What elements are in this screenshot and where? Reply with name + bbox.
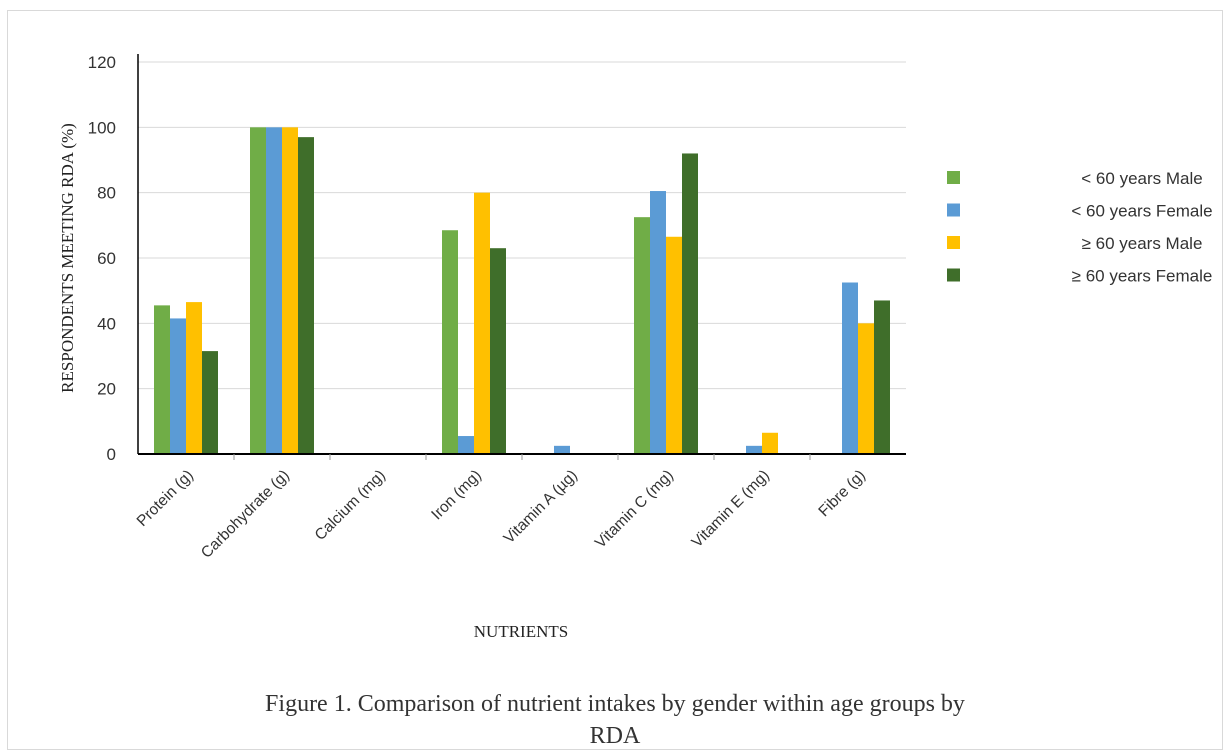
bar bbox=[474, 192, 490, 454]
bar bbox=[170, 318, 186, 454]
legend-label: < 60 years Male bbox=[1081, 169, 1202, 188]
bar bbox=[442, 230, 458, 454]
bar bbox=[298, 137, 314, 454]
bar bbox=[154, 305, 170, 454]
bars bbox=[154, 127, 890, 455]
bar bbox=[842, 282, 858, 454]
x-tick-labels: Protein (g) Carbohydrate (g) Calcium (mg) I… bbox=[134, 467, 869, 562]
bar bbox=[490, 248, 506, 454]
bar bbox=[250, 127, 266, 454]
bar bbox=[634, 217, 650, 454]
legend-swatch bbox=[947, 236, 960, 249]
bar bbox=[458, 436, 474, 454]
legend-label: ≥ 60 years Female bbox=[1072, 267, 1213, 286]
x-tick-label: Vitamin C (mg) bbox=[592, 467, 677, 552]
y-tick-label: 60 bbox=[97, 249, 116, 268]
y-tick-label: 40 bbox=[97, 314, 116, 333]
y-tick-label: 0 bbox=[107, 445, 116, 464]
legend-label: < 60 years Female bbox=[1071, 202, 1212, 221]
bar bbox=[282, 127, 298, 454]
x-axis-title: NUTRIENTS bbox=[474, 622, 568, 641]
x-tick-label: Iron (mg) bbox=[428, 467, 484, 523]
axes bbox=[137, 54, 906, 460]
bar bbox=[762, 432, 778, 454]
bar bbox=[186, 302, 202, 454]
y-tick-labels: 0 20 40 60 80 100 120 bbox=[88, 53, 116, 464]
y-tick-label: 120 bbox=[88, 53, 116, 72]
legend-swatch bbox=[947, 268, 960, 282]
bar bbox=[266, 127, 282, 454]
legend: < 60 years Male < 60 years Female ≥ 60 yea… bbox=[947, 169, 1213, 286]
x-tick-label: Fibre (g) bbox=[815, 467, 868, 520]
y-tick-label: 20 bbox=[97, 380, 116, 399]
y-tick-label: 100 bbox=[88, 118, 116, 137]
legend-swatch bbox=[947, 171, 960, 184]
figure-caption-line-2: RDA bbox=[589, 723, 641, 749]
y-axis-title: RESPONDENTS MEETING RDA (%) bbox=[58, 123, 77, 393]
x-tick-label: Protein (g) bbox=[134, 467, 197, 530]
x-tick-label: Vitamin E (mg) bbox=[689, 467, 773, 551]
bar bbox=[554, 445, 570, 454]
x-tick-label: Carbohydrate (g) bbox=[198, 467, 293, 562]
x-tick-label: Vitamin A (µg) bbox=[501, 467, 581, 547]
x-tick-label: Calcium (mg) bbox=[312, 467, 389, 544]
bar bbox=[746, 445, 762, 454]
bar bbox=[682, 153, 698, 454]
legend-label: ≥ 60 years Male bbox=[1082, 234, 1203, 253]
figure-caption-line-1: Figure 1. Comparison of nutrient intakes… bbox=[265, 691, 965, 717]
bar bbox=[858, 323, 874, 454]
y-tick-label: 80 bbox=[97, 184, 116, 203]
bar-chart: 0 20 40 60 80 100 120 Protein (g) Carbohydrate … bbox=[58, 53, 1213, 641]
bar bbox=[202, 351, 218, 454]
bar bbox=[666, 236, 682, 454]
legend-swatch bbox=[947, 203, 960, 217]
bar bbox=[874, 300, 890, 454]
bar bbox=[650, 191, 666, 455]
